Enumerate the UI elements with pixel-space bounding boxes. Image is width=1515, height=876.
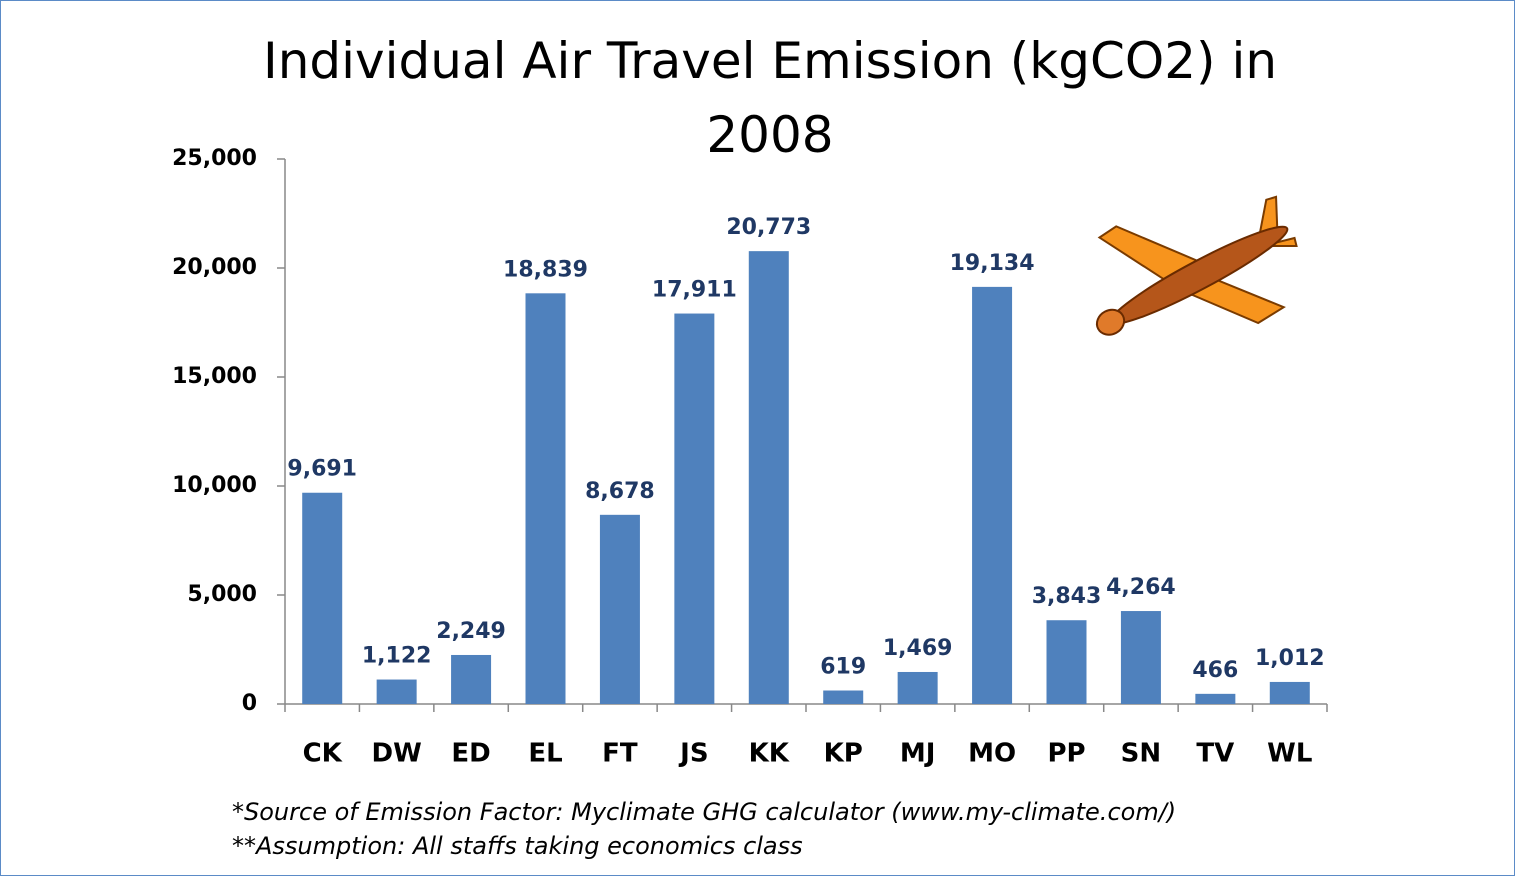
footnote: *Source of Emission Factor: Myclimate GH… (232, 798, 1176, 826)
bar (526, 293, 566, 704)
bar (600, 515, 640, 704)
x-tick-label: SN (1121, 739, 1162, 769)
y-tick-label: 20,000 (172, 255, 257, 280)
bar (898, 672, 938, 704)
x-tick-label: EL (528, 739, 562, 769)
x-tick-label: KP (824, 739, 863, 769)
bar (302, 493, 342, 704)
x-tick-label: DW (372, 739, 422, 769)
data-label: 1,469 (883, 636, 953, 661)
footnote: **Assumption: All staffs taking economic… (232, 832, 803, 860)
airplane-icon (1060, 154, 1325, 391)
y-tick-label: 15,000 (172, 364, 257, 389)
data-label: 1,122 (362, 644, 432, 669)
data-label: 17,911 (652, 278, 737, 303)
bar (1270, 682, 1310, 704)
bar (823, 691, 863, 704)
bar (1121, 611, 1161, 704)
data-label: 18,839 (503, 257, 588, 282)
data-label: 19,134 (950, 251, 1035, 276)
data-label: 9,691 (287, 457, 357, 482)
x-tick-label: ED (451, 739, 490, 769)
x-tick-label: WL (1267, 739, 1312, 769)
x-tick-label: MJ (900, 739, 936, 769)
bar (674, 314, 714, 704)
data-label: 619 (820, 655, 866, 680)
y-tick-label: 25,000 (172, 146, 257, 171)
x-tick-label: PP (1047, 739, 1085, 769)
data-label: 3,843 (1032, 584, 1102, 609)
data-label: 1,012 (1255, 646, 1325, 671)
data-label: 466 (1192, 658, 1238, 683)
data-label: 20,773 (726, 215, 811, 240)
bar (1047, 620, 1087, 704)
page: {"chart_data": {"type": "bar", "title": … (0, 0, 1515, 876)
bar (377, 680, 417, 704)
data-label: 4,264 (1106, 575, 1176, 600)
data-label: 2,249 (436, 619, 506, 644)
x-tick-label: FT (602, 739, 638, 769)
y-tick-label: 10,000 (172, 473, 257, 498)
bar (451, 655, 491, 704)
x-tick-label: MO (968, 739, 1016, 769)
data-label: 8,678 (585, 479, 655, 504)
x-tick-label: CK (303, 739, 343, 769)
chart: 0 5,000 10,000 15,000 20,000 25,000 CK 9,691 DW 1… (0, 0, 1515, 876)
bar (972, 287, 1012, 704)
x-tick-label: TV (1196, 739, 1234, 769)
x-tick-label: KK (749, 739, 790, 769)
y-tick-label: 5,000 (187, 582, 257, 607)
bar (1195, 694, 1235, 704)
x-tick-label: JS (678, 739, 708, 769)
y-tick-label: 0 (242, 691, 257, 716)
bar (749, 251, 789, 704)
